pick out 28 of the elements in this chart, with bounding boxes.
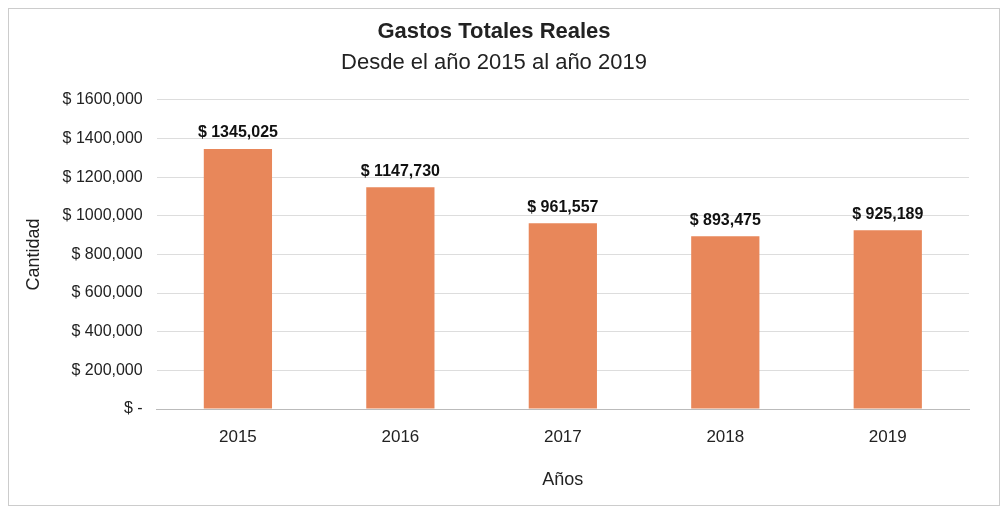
bar	[203, 149, 273, 409]
x-tick-label: 2017	[543, 426, 582, 446]
data-label: $ 893,475	[689, 210, 761, 228]
y-tick-label: $ 200,000	[71, 360, 143, 378]
x-tick-label: 2018	[706, 426, 745, 446]
y-axis-title: Cantidad	[22, 218, 43, 291]
y-tick-label: $ 600,000	[71, 283, 143, 301]
y-tick-label: $ 800,000	[71, 244, 143, 262]
chart-subtitle: Desde el año 2015 al año 2019	[341, 48, 647, 74]
x-tick-label: 2015	[219, 426, 257, 446]
y-tick-label: $ 1600,000	[62, 90, 143, 108]
bar	[853, 230, 922, 409]
chart-title: Gastos Totales Reales	[377, 18, 611, 44]
y-tick-label: $ 400,000	[71, 322, 143, 340]
y-tick-label: $ 1200,000	[62, 167, 143, 185]
x-tick-label: 2016	[381, 426, 420, 446]
y-tick-label: $ -	[124, 399, 143, 417]
bar	[528, 223, 597, 409]
bar	[691, 236, 760, 409]
data-label: $ 1147,730	[360, 161, 441, 179]
y-tick-label: $ 1000,000	[62, 206, 143, 224]
x-axis-title: Años	[542, 469, 584, 490]
y-tick-label: $ 1400,000	[62, 128, 143, 146]
data-label: $ 1345,025	[197, 123, 279, 141]
data-label: $ 961,557	[527, 197, 599, 215]
bar	[366, 187, 435, 409]
data-label: $ 925,189	[852, 204, 924, 222]
x-tick-label: 2019	[868, 426, 907, 446]
